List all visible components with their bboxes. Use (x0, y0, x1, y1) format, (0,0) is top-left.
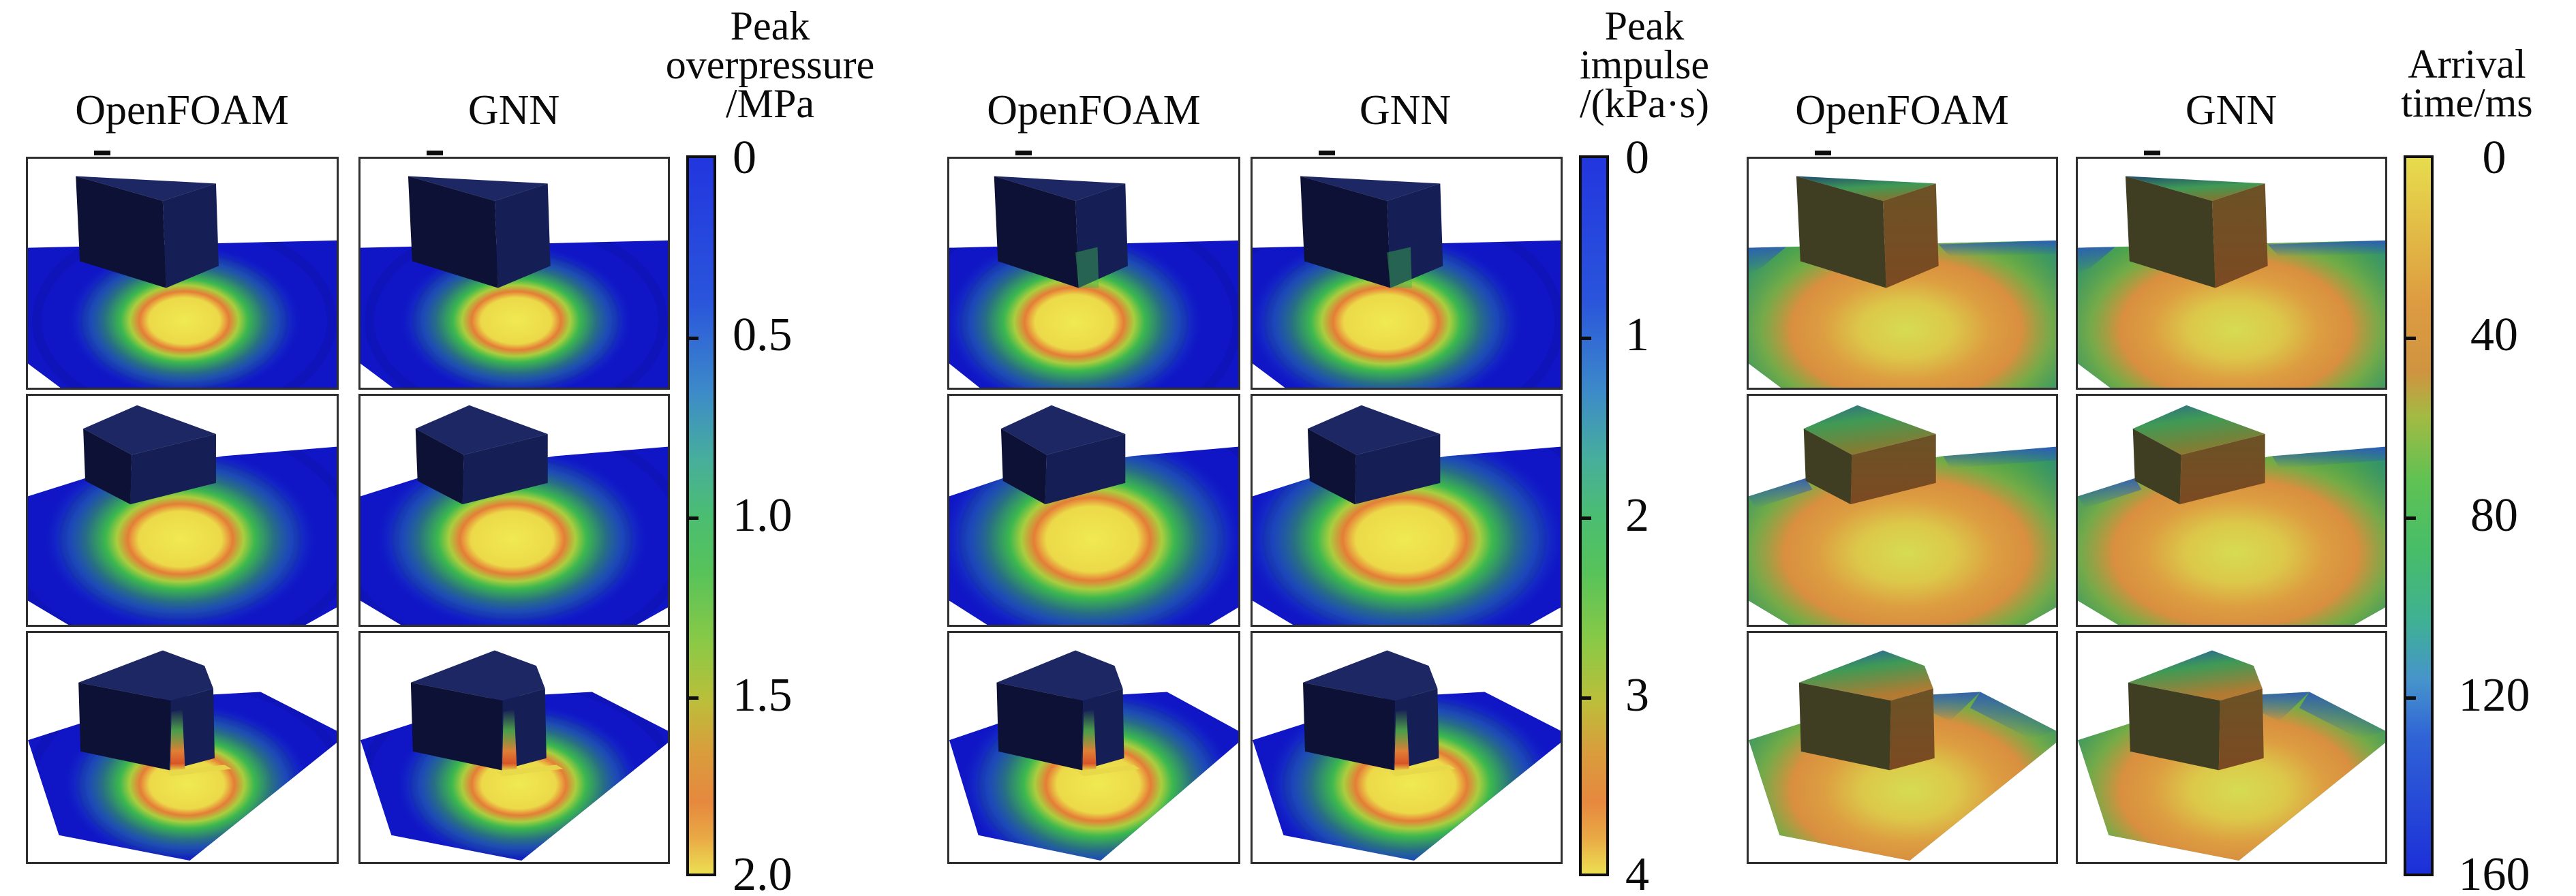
colorbar-arrival (2404, 155, 2434, 876)
group1-colorbar-title: Peak overpressure /MPa (627, 3, 913, 126)
scale-dash (427, 151, 443, 155)
colorbar-tick (1580, 696, 1591, 700)
panel-impulse-openfoam-row1 (947, 157, 1240, 390)
cb3-label-40: 40 (2470, 309, 2518, 361)
panel-arrival-openfoam-row3 (1747, 631, 2058, 864)
scale-dash (1319, 151, 1335, 155)
panel-overpressure-openfoam-row2 (26, 394, 339, 627)
colorbar-tick (2405, 516, 2416, 520)
cb2-label-3: 3 (1625, 669, 1649, 722)
cb3-label-0: 0 (2482, 132, 2506, 184)
group2-column-header-openfoam: OpenFOAM (987, 87, 1201, 134)
panel-impulse-gnn-row1 (1251, 157, 1563, 390)
cb3-label-160: 160 (2458, 848, 2530, 896)
colorbar-impulse (1579, 155, 1609, 876)
colorbar-tick (1580, 516, 1591, 520)
panel-overpressure-openfoam-row1 (26, 157, 339, 390)
group3-title-line1: Arrival (2408, 42, 2526, 87)
panel-overpressure-gnn-row1 (358, 157, 670, 390)
colorbar-tick (688, 696, 699, 700)
cb1-label-0: 0 (733, 132, 756, 184)
group3-colorbar-title: Arrival time/ms (2358, 42, 2576, 125)
cb1-label-20: 2.0 (733, 848, 793, 896)
group3-column-header-openfoam: OpenFOAM (1795, 87, 2009, 134)
group3-column-header-gnn: GNN (2185, 87, 2278, 134)
colorbar-tick (688, 516, 699, 520)
group3-title-line2: time/ms (2401, 80, 2533, 125)
cb2-label-1: 1 (1625, 309, 1649, 361)
panel-arrival-openfoam-row1 (1747, 157, 2058, 390)
group1-title-line1: Peak (730, 3, 810, 48)
panel-arrival-openfoam-row2 (1747, 394, 2058, 627)
group1-title-line2: overpressure (665, 42, 875, 87)
cb1-label-05: 0.5 (733, 309, 793, 361)
cb3-label-120: 120 (2458, 669, 2530, 722)
colorbar-tick (2405, 696, 2416, 700)
scale-dash (1815, 151, 1831, 155)
cb2-label-0: 0 (1625, 132, 1649, 184)
panel-impulse-openfoam-row3 (947, 631, 1240, 864)
panel-impulse-gnn-row3 (1251, 631, 1563, 864)
panel-arrival-gnn-row3 (2076, 631, 2387, 864)
group2-title-line1: Peak (1604, 3, 1685, 48)
panel-overpressure-openfoam-row3 (26, 631, 339, 864)
scale-dash (1015, 151, 1032, 155)
group2-colorbar-title: Peak impulse /(kPa·s) (1501, 3, 1788, 126)
cb1-label-10: 1.0 (733, 489, 793, 542)
scale-dash (94, 151, 110, 155)
panel-overpressure-gnn-row3 (358, 631, 670, 864)
group2-title-line2: impulse (1580, 42, 1709, 87)
colorbar-tick (688, 337, 699, 340)
group1-column-header-openfoam: OpenFOAM (75, 87, 289, 134)
cb2-label-4: 4 (1625, 848, 1649, 896)
cb3-label-80: 80 (2470, 489, 2518, 542)
colorbar-overpressure (686, 155, 716, 876)
group1-column-header-gnn: GNN (467, 87, 560, 134)
group2-title-line3: /(kPa·s) (1580, 81, 1709, 126)
colorbar-tick (1580, 337, 1591, 340)
group2-column-header-gnn: GNN (1359, 87, 1452, 134)
panel-overpressure-gnn-row2 (358, 394, 670, 627)
cb2-label-2: 2 (1625, 489, 1649, 542)
panel-impulse-gnn-row2 (1251, 394, 1563, 627)
panel-arrival-gnn-row2 (2076, 394, 2387, 627)
colorbar-tick (2405, 337, 2416, 340)
scale-dash (2144, 151, 2160, 155)
panel-arrival-gnn-row1 (2076, 157, 2387, 390)
panel-impulse-openfoam-row2 (947, 394, 1240, 627)
group1-title-line3: /MPa (725, 81, 815, 126)
cb1-label-15: 1.5 (733, 669, 793, 722)
